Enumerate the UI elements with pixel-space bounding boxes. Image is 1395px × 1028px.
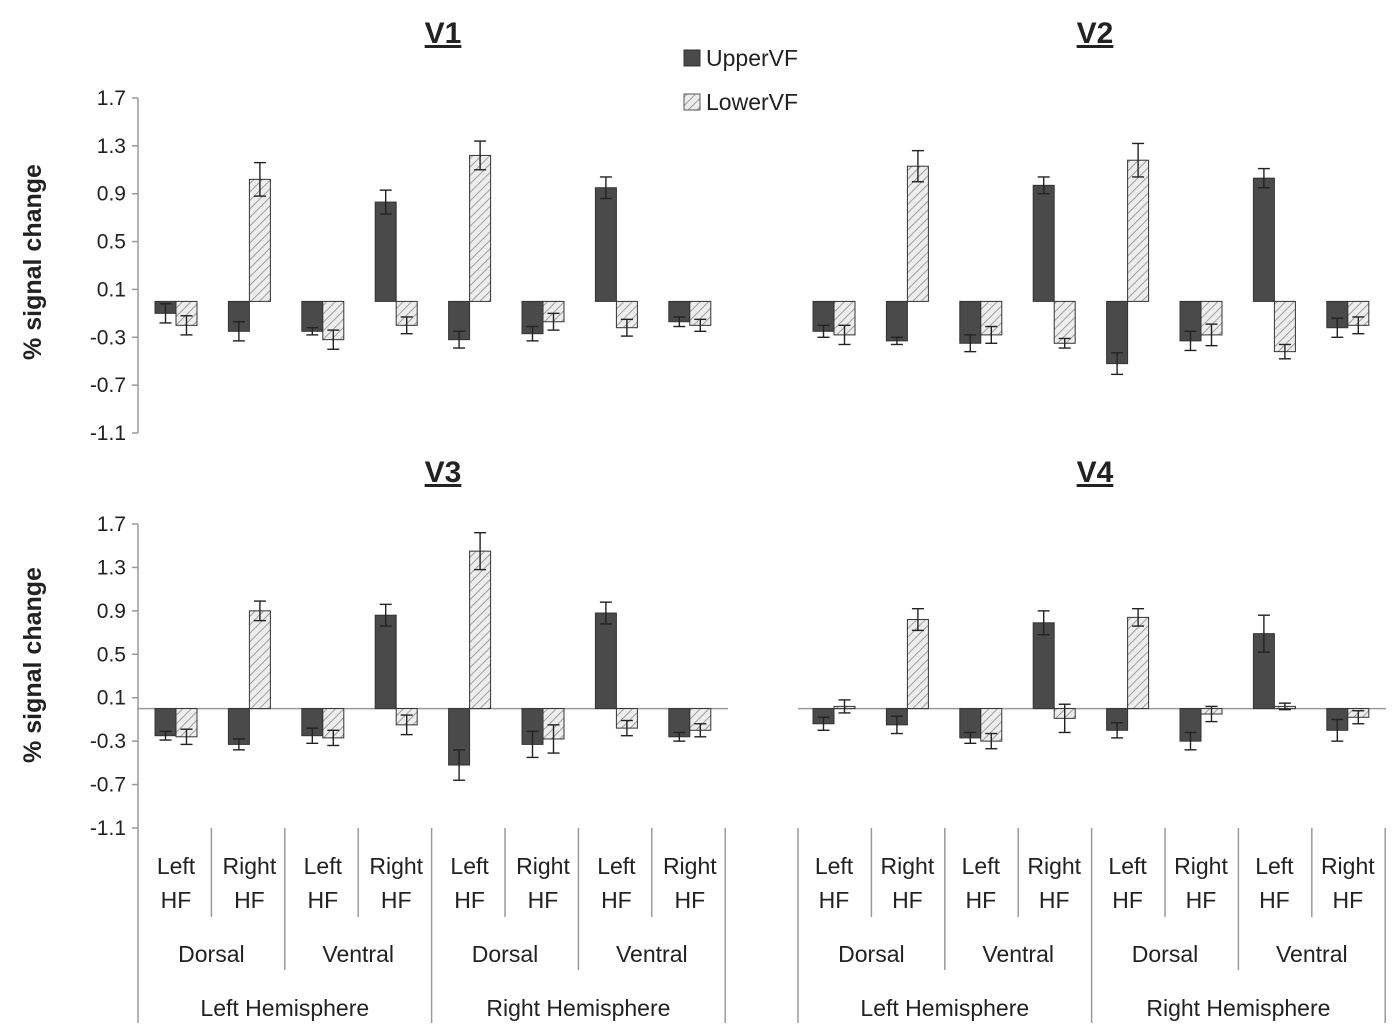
x-cat-level1-hf: HF xyxy=(601,887,632,913)
panel-title: V3 xyxy=(425,456,462,489)
y-axis-label-bottom: % signal change xyxy=(19,567,47,763)
x-cat-level1: Left xyxy=(815,853,854,879)
x-cat-level1-hf: HF xyxy=(674,887,705,913)
bar-upper xyxy=(301,300,324,332)
y-tick-label: 0.5 xyxy=(97,231,126,254)
x-cat-level1: Right xyxy=(1321,853,1375,879)
x-cat-level1-hf: HF xyxy=(1186,887,1217,913)
x-cat-level1-hf: HF xyxy=(1112,887,1143,913)
x-cat-level3: Right Hemisphere xyxy=(486,995,670,1021)
x-cat-level1: Left xyxy=(962,853,1001,879)
x-cat-level2: Dorsal xyxy=(178,941,244,967)
y-tick-label: -1.1 xyxy=(90,817,126,840)
y-tick-label: 1.3 xyxy=(97,135,126,158)
y-tick-label: 0.5 xyxy=(97,643,126,666)
y-axis-label-top: % signal change xyxy=(19,164,47,360)
x-cat-level2: Dorsal xyxy=(838,941,904,967)
x-cat-level2: Ventral xyxy=(616,941,688,967)
x-cat-level1-hf: HF xyxy=(161,887,192,913)
panel-title: V1 xyxy=(425,17,462,50)
panel-v4: V4 xyxy=(798,456,1386,751)
x-cat-level2: Ventral xyxy=(982,941,1054,967)
y-tick-label: 1.7 xyxy=(97,87,126,110)
bar-lower xyxy=(248,178,271,302)
x-cat-level1-hf: HF xyxy=(381,887,412,913)
y-tick-label: 0.1 xyxy=(97,687,126,710)
legend: UpperVF LowerVF xyxy=(683,45,798,115)
bar-lower xyxy=(906,165,929,302)
bar-lower xyxy=(1127,159,1150,302)
x-cat-level1: Left xyxy=(304,853,343,879)
x-cat-level1: Left xyxy=(450,853,489,879)
panel-v2: V2 xyxy=(812,17,1370,376)
y-tick-label: -0.7 xyxy=(90,774,126,797)
bar-lower xyxy=(248,610,271,710)
x-cat-level1: Right xyxy=(1027,853,1081,879)
legend-label-lower: LowerVF xyxy=(706,89,798,115)
x-cat-level1: Right xyxy=(1174,853,1228,879)
bar-upper xyxy=(885,300,908,342)
x-cat-level1-hf: HF xyxy=(454,887,485,913)
x-cat-level1-hf: HF xyxy=(892,887,923,913)
x-cat-level3: Left Hemisphere xyxy=(200,995,369,1021)
bar-lower xyxy=(469,154,492,302)
panel-title: V2 xyxy=(1077,17,1114,50)
y-tick-label: -1.1 xyxy=(90,422,126,445)
y-tick-label: -0.7 xyxy=(90,374,126,397)
x-cat-level1-hf: HF xyxy=(1332,887,1363,913)
x-cat-level1: Left xyxy=(597,853,636,879)
y-tick-label: -0.3 xyxy=(90,326,126,349)
x-cat-level1-hf: HF xyxy=(1259,887,1290,913)
x-cat-level2: Dorsal xyxy=(472,941,538,967)
y-tick-label: 1.7 xyxy=(97,513,126,536)
bar-upper xyxy=(1032,184,1055,302)
y-tick-label: 0.1 xyxy=(97,278,126,301)
x-cat-level1: Left xyxy=(1255,853,1294,879)
x-cat-level1: Right xyxy=(881,853,935,879)
x-cat-level2: Dorsal xyxy=(1132,941,1198,967)
bar-upper xyxy=(594,187,617,302)
bar-upper xyxy=(594,612,617,710)
y-tick-label: 1.3 xyxy=(97,556,126,579)
x-cat-level2: Ventral xyxy=(1276,941,1348,967)
x-cat-level1: Right xyxy=(369,853,423,879)
x-cat-level1: Left xyxy=(1108,853,1147,879)
bar-lower xyxy=(906,619,929,710)
x-cat-level1: Right xyxy=(516,853,570,879)
x-cat-level1-hf: HF xyxy=(965,887,996,913)
bar-upper xyxy=(1252,177,1275,302)
x-cat-level1-hf: HF xyxy=(528,887,559,913)
bar-lower xyxy=(1127,616,1150,710)
x-cat-level1: Left xyxy=(157,853,196,879)
y-tick-label: 0.9 xyxy=(97,600,126,623)
panels: V1 1.7 1.3 0.9 0.5 0.1 -0.3 -0.7 -1.1 V2 V3 1.7 1.3 0… xyxy=(90,17,1386,840)
x-cat-level1-hf: HF xyxy=(819,887,850,913)
bar-lower xyxy=(469,550,492,710)
legend-label-upper: UpperVF xyxy=(706,45,798,71)
legend-swatch-lower xyxy=(683,93,701,111)
x-axis-categories: Left HF Right HF Left HF Right HF Left HF Right HF L… xyxy=(137,828,1386,1023)
x-cat-level2: Ventral xyxy=(322,941,394,967)
x-cat-level1-hf: HF xyxy=(1039,887,1070,913)
x-cat-level1: Right xyxy=(223,853,277,879)
y-tick-label: 0.9 xyxy=(97,183,126,206)
panel-v1: V1 1.7 1.3 0.9 0.5 0.1 -0.3 -0.7 -1.1 xyxy=(90,17,712,445)
x-cat-level1-hf: HF xyxy=(234,887,265,913)
x-cat-level3: Right Hemisphere xyxy=(1146,995,1330,1021)
panel-v3: V3 1.7 1.3 0.9 0.5 0.1 -0.3 -0.7 -1.1 xyxy=(90,456,728,840)
bar-upper xyxy=(374,614,397,710)
x-cat-level3: Left Hemisphere xyxy=(860,995,1029,1021)
bar-upper xyxy=(1032,622,1055,710)
y-tick-label: -0.3 xyxy=(90,730,126,753)
bar-upper xyxy=(374,201,397,302)
x-cat-level1: Right xyxy=(663,853,717,879)
bar-lower xyxy=(1053,300,1076,344)
x-cat-level1-hf: HF xyxy=(307,887,338,913)
legend-swatch-upper xyxy=(683,49,701,67)
panel-title: V4 xyxy=(1077,456,1114,489)
